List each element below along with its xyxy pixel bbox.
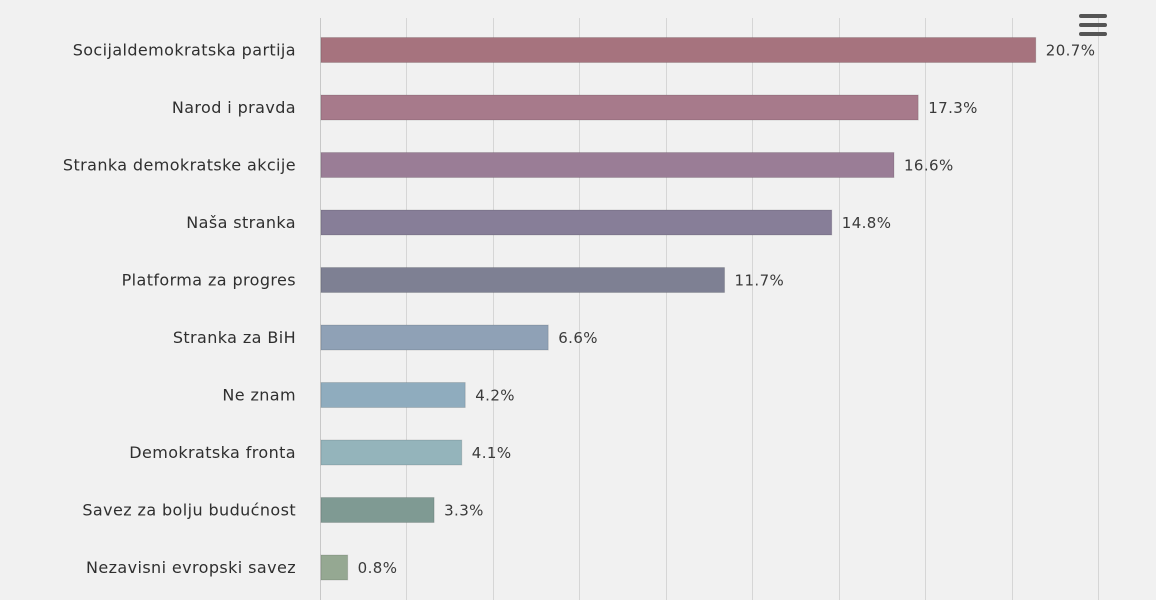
menu-line bbox=[1079, 23, 1107, 27]
category-label: Platforma za progres bbox=[122, 271, 296, 290]
bar bbox=[320, 324, 549, 351]
data-label: 17.3% bbox=[928, 99, 978, 117]
category-label: Savez za bolju budućnost bbox=[82, 501, 296, 520]
data-label: 6.6% bbox=[558, 329, 598, 347]
category-label: Socijaldemokratska partija bbox=[73, 41, 296, 60]
category-label: Ne znam bbox=[222, 386, 296, 405]
category-label: Naša stranka bbox=[186, 213, 296, 232]
data-label: 11.7% bbox=[735, 272, 785, 290]
bar bbox=[320, 37, 1037, 63]
category-label: Nezavisni evropski savez bbox=[86, 558, 296, 577]
bar bbox=[320, 209, 833, 236]
hamburger-menu-icon[interactable] bbox=[1077, 12, 1109, 40]
data-label: 16.6% bbox=[904, 157, 954, 175]
category-label: Stranka demokratske akcije bbox=[63, 156, 296, 175]
bar bbox=[320, 152, 895, 178]
bar bbox=[320, 382, 466, 408]
data-label: 0.8% bbox=[358, 559, 398, 577]
category-label: Narod i pravda bbox=[172, 98, 296, 117]
bar bbox=[320, 94, 919, 121]
data-label: 14.8% bbox=[842, 214, 892, 232]
data-label: 4.2% bbox=[475, 387, 515, 405]
bar bbox=[320, 554, 349, 581]
data-label: 20.7% bbox=[1046, 42, 1096, 60]
data-label: 3.3% bbox=[444, 502, 484, 520]
bar-series bbox=[320, 37, 1037, 581]
data-label: 4.1% bbox=[472, 444, 512, 462]
category-label: Demokratska fronta bbox=[129, 443, 296, 462]
category-label: Stranka za BiH bbox=[173, 328, 296, 347]
menu-line bbox=[1079, 14, 1107, 18]
bar bbox=[320, 439, 463, 466]
menu-line bbox=[1079, 32, 1107, 36]
bar bbox=[320, 267, 726, 293]
bar bbox=[320, 497, 435, 523]
